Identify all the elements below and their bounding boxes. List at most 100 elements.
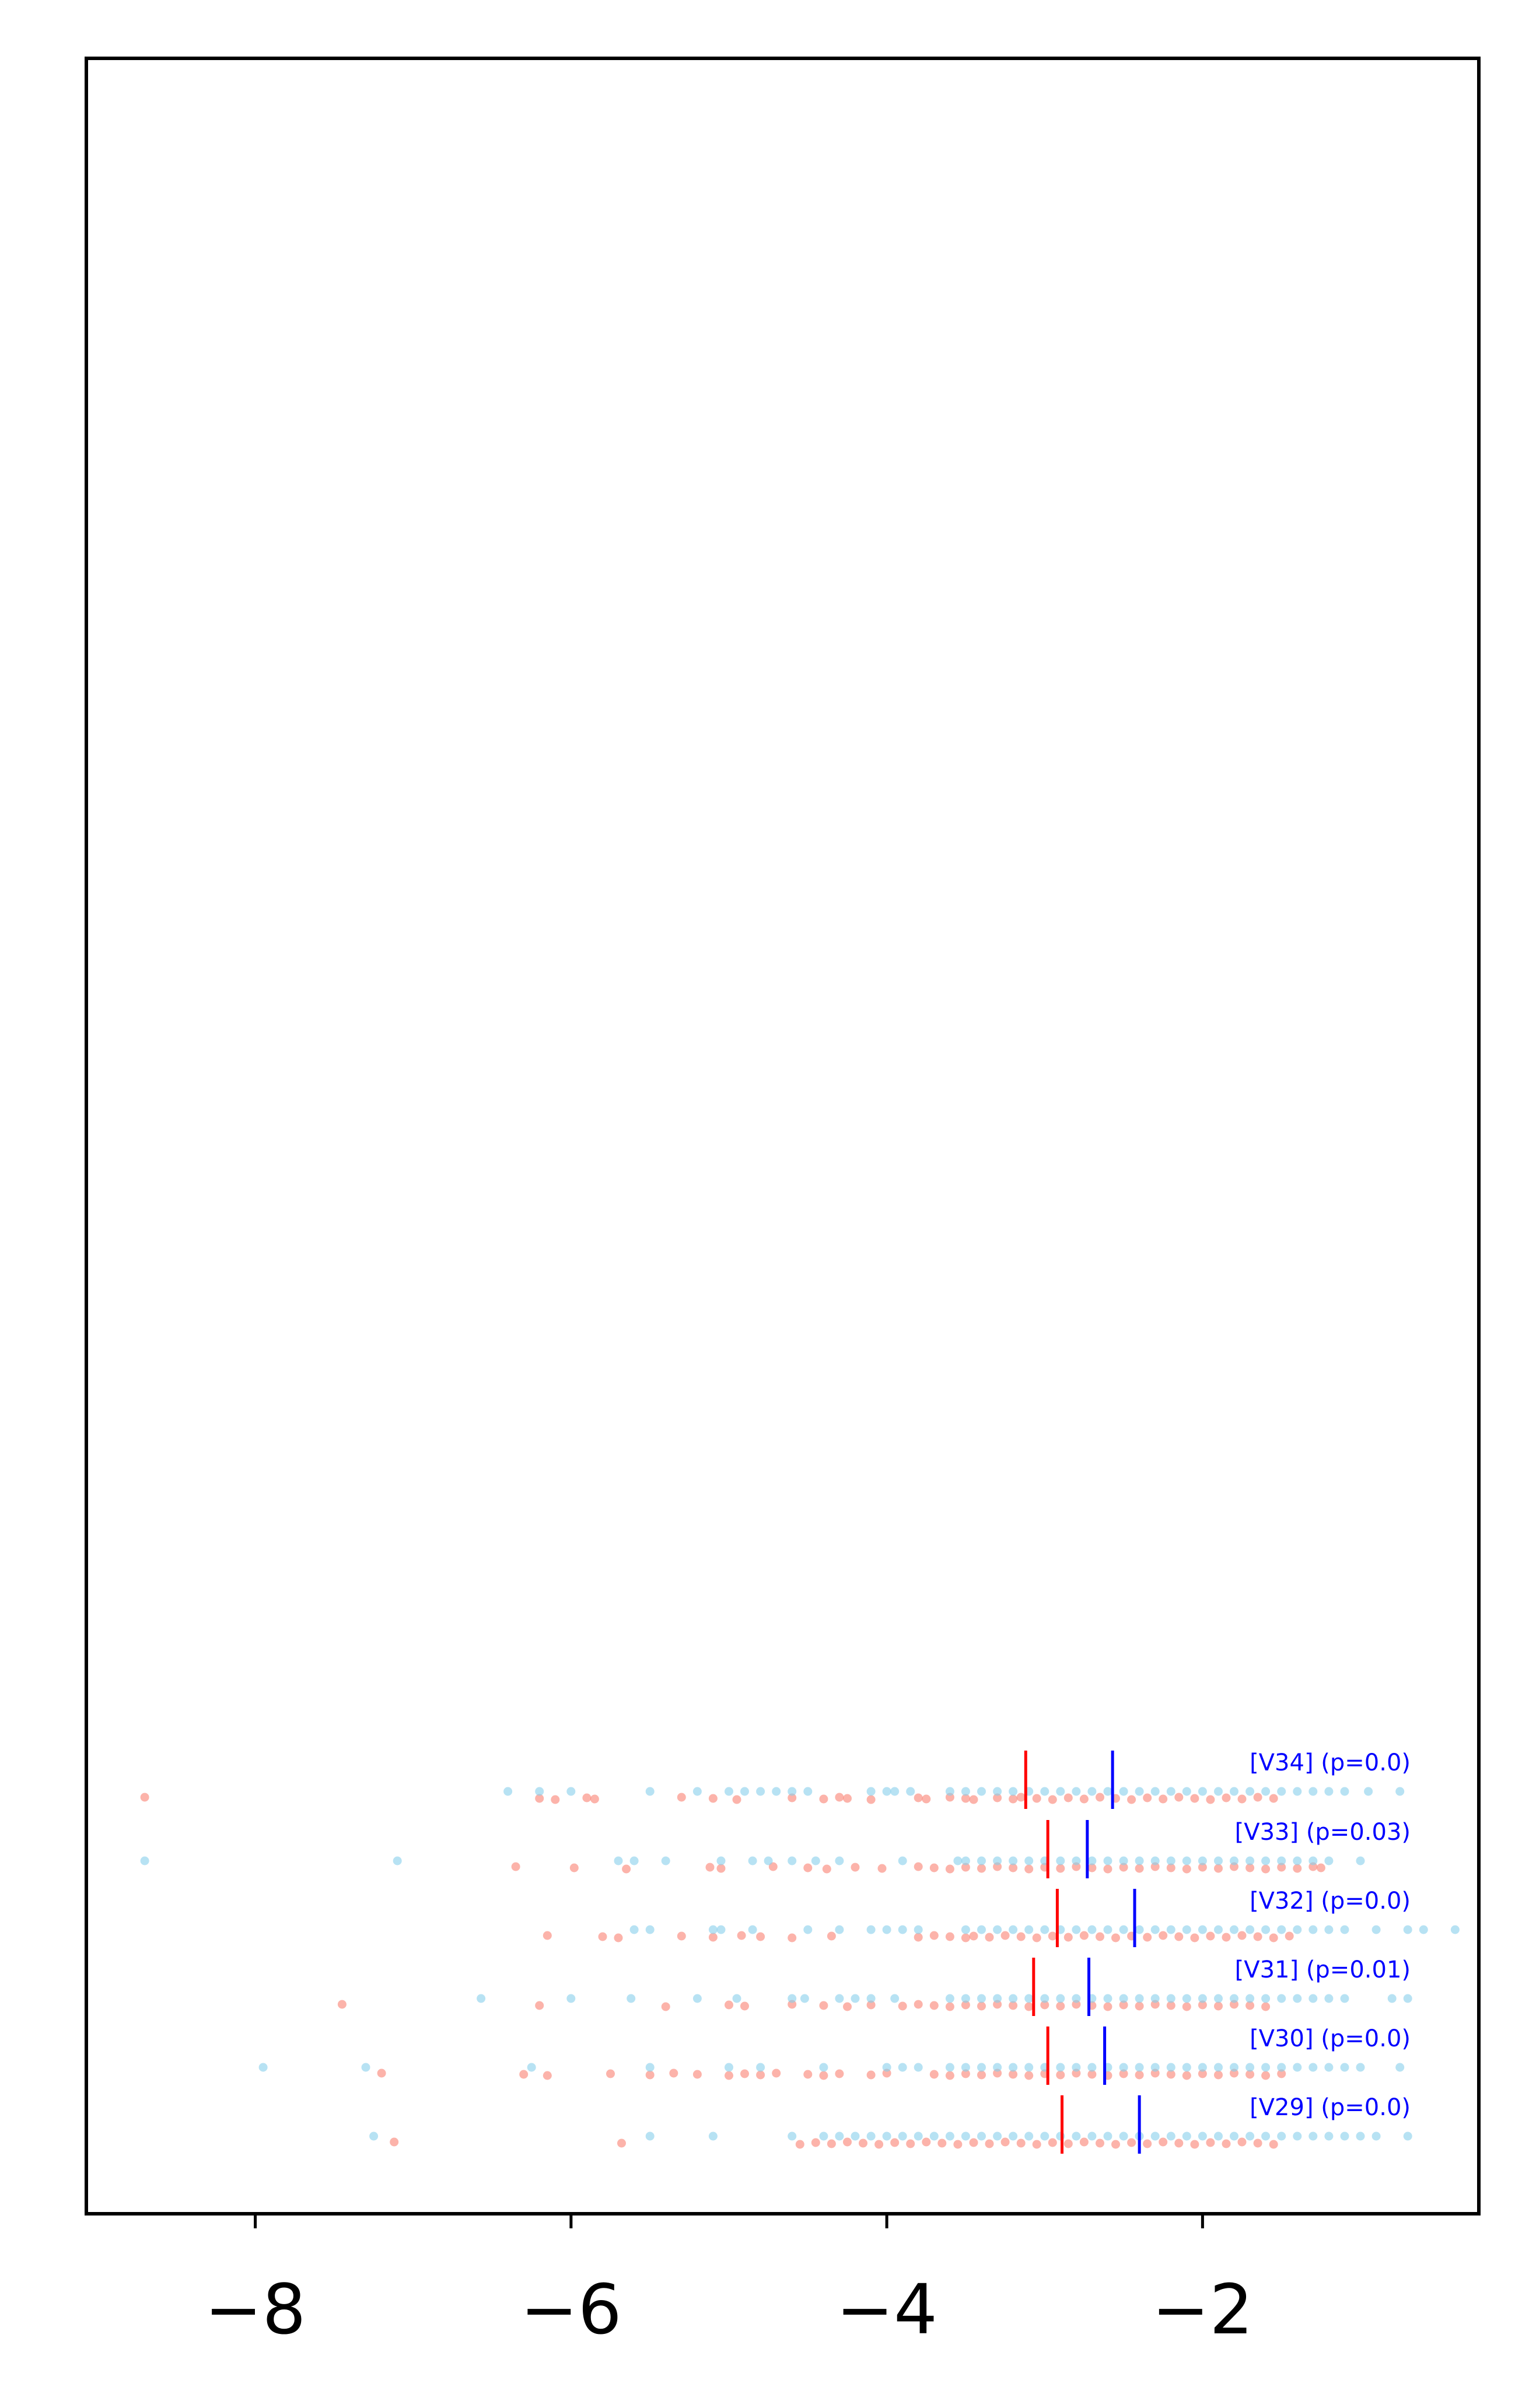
red-data-point — [874, 2140, 884, 2149]
blue-data-point — [993, 1925, 1002, 1934]
blue-data-point — [1230, 1787, 1238, 1796]
red-data-point — [705, 1863, 715, 1872]
blue-data-point — [1324, 1994, 1334, 2003]
blue-data-point — [1214, 1925, 1223, 1934]
blue-data-point — [1103, 1787, 1112, 1796]
red-data-point — [811, 2138, 820, 2147]
red-data-point — [677, 1931, 686, 1941]
red-data-point — [1198, 2069, 1207, 2078]
blue-data-point — [1214, 2132, 1223, 2141]
red-data-point — [337, 2000, 347, 2009]
red-data-point — [1096, 1932, 1104, 1941]
blue-data-point — [803, 1787, 813, 1796]
row-label: [V34] (p=0.0) — [1250, 1749, 1411, 1776]
red-data-point — [1032, 2140, 1041, 2149]
blue-data-point — [614, 1856, 623, 1866]
blue-data-point — [1119, 1856, 1128, 1866]
red-data-point — [1096, 1793, 1104, 1802]
red-data-point — [519, 2070, 529, 2079]
red-data-point — [1198, 2000, 1207, 2010]
blue-data-point — [716, 1856, 726, 1866]
red-data-point — [590, 1794, 599, 1804]
red-data-point — [929, 2001, 939, 2010]
blue-data-point — [1214, 1787, 1223, 1796]
blue-data-point — [1245, 2132, 1255, 2141]
blue-data-point — [953, 1856, 963, 1866]
blue-data-point — [1072, 1856, 1081, 1866]
blue-data-point — [993, 2063, 1002, 2072]
blue-data-point — [1166, 2063, 1175, 2072]
blue-data-point — [1364, 1787, 1373, 1796]
red-data-point — [827, 2139, 836, 2148]
blue-data-point — [772, 1787, 781, 1796]
red-data-point — [1143, 1933, 1152, 1942]
blue-data-point — [1072, 1787, 1081, 1796]
red-data-point — [1079, 1931, 1089, 1940]
blue-data-point — [1040, 1787, 1049, 1796]
blue-data-point — [1087, 1856, 1097, 1866]
red-data-point — [1048, 1931, 1057, 1941]
red-data-point — [740, 2001, 749, 2011]
red-data-point — [835, 2069, 844, 2078]
blue-data-point — [890, 1787, 900, 1796]
blue-data-point — [1324, 1856, 1334, 1866]
red-data-point — [1016, 2138, 1026, 2148]
blue-data-point — [477, 1994, 486, 2003]
blue-data-point — [977, 1787, 986, 1796]
blue-data-point — [1371, 2132, 1381, 2141]
blue-data-point — [961, 1925, 970, 1934]
blue-data-point — [1166, 1925, 1175, 1934]
blue-data-point — [732, 1994, 741, 2003]
blue-data-point — [140, 1856, 149, 1866]
red-data-point — [969, 1931, 978, 1941]
red-data-point — [535, 1794, 544, 1803]
red-data-point — [1182, 1864, 1191, 1874]
red-data-point — [1293, 1864, 1302, 1873]
blue-data-point — [527, 2063, 536, 2072]
red-data-point — [914, 1793, 923, 1803]
red-data-point — [843, 2137, 852, 2147]
red-data-point — [985, 2139, 994, 2148]
red-data-point — [1214, 2001, 1223, 2011]
blue-data-point — [961, 1856, 970, 1866]
blue-data-point — [1056, 2132, 1065, 2141]
blue-data-point — [1277, 1787, 1286, 1796]
blue-data-point — [1324, 1925, 1334, 1934]
red-data-point — [772, 2068, 781, 2078]
red-data-point — [945, 2002, 954, 2011]
red-data-point — [1079, 2137, 1089, 2147]
red-data-point — [692, 2070, 702, 2079]
red-data-point — [708, 1933, 718, 1942]
strip-row: [V34] (p=0.0) — [140, 1749, 1411, 1809]
blue-data-point — [1166, 2132, 1175, 2141]
blue-data-point — [1087, 1925, 1097, 1934]
blue-data-point — [898, 2063, 907, 2072]
blue-data-point — [1356, 2063, 1365, 2072]
blue-data-point — [1072, 1925, 1081, 1934]
blue-data-point — [1056, 2063, 1065, 2072]
blue-data-point — [1356, 1856, 1365, 1866]
blue-data-point — [1340, 1994, 1349, 2003]
red-data-point — [1079, 1794, 1089, 1804]
blue-data-point — [1182, 2132, 1191, 2141]
blue-data-point — [258, 2063, 268, 2072]
red-data-point — [1056, 1864, 1065, 1873]
red-data-point — [1024, 2002, 1034, 2011]
red-data-point — [961, 1794, 970, 1803]
red-data-point — [1127, 1795, 1136, 1804]
red-data-point — [756, 2070, 765, 2080]
red-data-point — [866, 2070, 876, 2080]
blue-data-point — [503, 1787, 513, 1796]
red-data-point — [1135, 2001, 1144, 2011]
blue-data-point — [1056, 1856, 1065, 1866]
red-data-point — [551, 1795, 560, 1804]
red-data-point — [922, 1794, 931, 1804]
red-data-point — [569, 1863, 579, 1873]
blue-data-point — [1356, 2132, 1365, 2141]
blue-data-point — [882, 2063, 891, 2072]
red-data-point — [661, 2002, 670, 2011]
red-data-point — [1087, 1863, 1097, 1873]
red-data-point — [1016, 1793, 1026, 1802]
blue-data-point — [1340, 2132, 1349, 2141]
